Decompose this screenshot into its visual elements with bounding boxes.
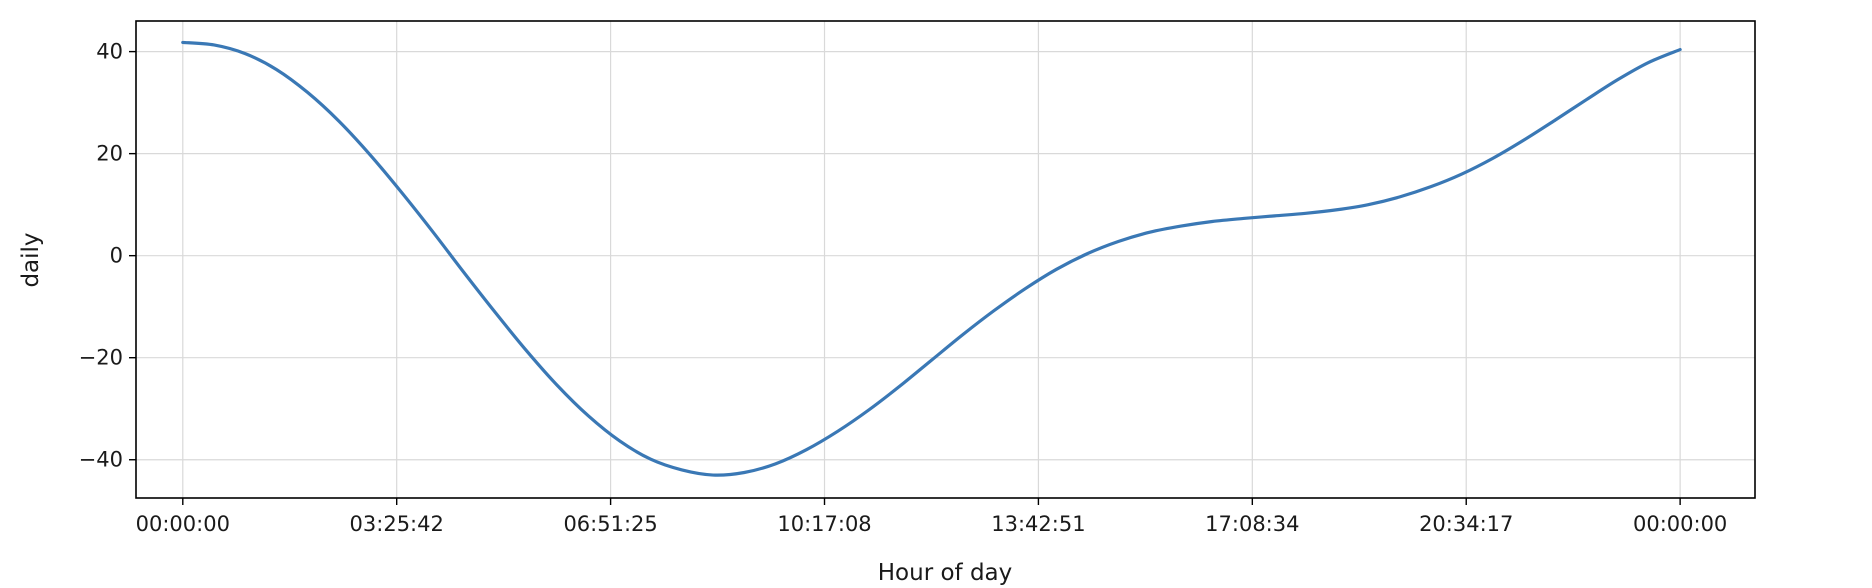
x-tick-label: 10:17:08 [777, 512, 871, 536]
x-tick-label: 17:08:34 [1205, 512, 1299, 536]
plot-frame [135, 20, 1756, 499]
x-tick-label: 03:25:42 [350, 512, 444, 536]
x-axis-label: Hour of day [878, 560, 1013, 586]
daily-series-line [181, 40, 1682, 477]
x-tick-label: 00:00:00 [1633, 512, 1727, 536]
axis-ticks: 00:00:00 03:25:42 06:51:25 10:17:08 13:42:51… [79, 40, 1728, 536]
x-tick-label: 13:42:51 [991, 512, 1085, 536]
x-tick-label: 20:34:17 [1419, 512, 1513, 536]
grid-lines [136, 21, 1755, 498]
y-tick-label: 40 [96, 40, 123, 64]
y-tick-label: −20 [79, 346, 123, 370]
y-tick-label: 20 [96, 142, 123, 166]
y-axis-label: daily [18, 232, 44, 287]
x-tick-label: 00:00:00 [136, 512, 230, 536]
y-tick-label: 0 [110, 244, 123, 268]
y-tick-label: −40 [79, 448, 123, 472]
x-tick-label: 06:51:25 [563, 512, 657, 536]
